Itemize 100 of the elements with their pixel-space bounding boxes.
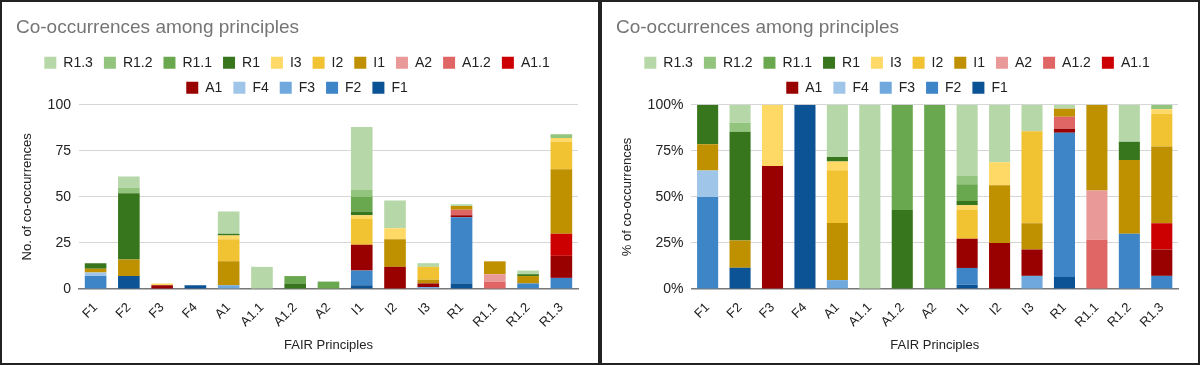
legend-label: R1.2	[722, 53, 753, 70]
legend-label: I2	[931, 53, 944, 70]
bar	[1086, 239, 1108, 289]
x-tick-label: A1	[820, 299, 843, 322]
bar	[384, 239, 406, 267]
bar	[1118, 233, 1140, 289]
legend-label: I3	[889, 53, 902, 70]
bar	[484, 261, 506, 275]
legend-label: R1.3	[663, 53, 694, 70]
legend-label: I1	[373, 53, 386, 70]
bar	[251, 266, 273, 289]
bar	[118, 176, 140, 188]
bar	[859, 104, 881, 289]
bar	[350, 270, 373, 286]
bar	[1053, 128, 1075, 133]
x-tick-label: F3	[755, 299, 778, 321]
bar	[417, 263, 440, 267]
chart-title: Co-occurrences among principles	[16, 15, 300, 37]
y-tick-label: 25%	[655, 233, 684, 250]
bar	[989, 185, 1011, 243]
legend-label: A1.1	[1120, 53, 1150, 70]
bar	[1151, 275, 1173, 289]
bar	[1118, 104, 1140, 142]
bar	[1151, 223, 1173, 250]
bar	[550, 277, 573, 289]
bar	[1151, 113, 1173, 147]
bar	[84, 276, 107, 289]
bar	[891, 104, 913, 210]
legend-label: A1.1	[520, 53, 550, 70]
bar	[697, 196, 719, 289]
x-tick-label: A2	[917, 299, 940, 322]
bar	[417, 266, 440, 280]
bar	[729, 240, 751, 268]
bar	[826, 104, 848, 158]
bar	[450, 217, 473, 284]
bar	[217, 285, 240, 289]
bar	[550, 134, 573, 138]
legend-label: R1.3	[63, 53, 94, 70]
legend-label: A1	[205, 78, 223, 95]
legend-label: R1	[842, 53, 861, 70]
bar	[118, 259, 140, 277]
bar	[826, 157, 848, 162]
x-tick-label: A1	[211, 299, 234, 322]
legend-label: F3	[298, 78, 316, 95]
bar	[697, 144, 719, 171]
y-tick-label: 100%	[647, 95, 684, 112]
legend-label: R1.1	[182, 53, 213, 70]
bar	[384, 200, 406, 229]
bar	[1151, 249, 1173, 276]
bar	[729, 122, 751, 132]
legend-label: R1.2	[122, 53, 153, 70]
bar	[284, 276, 307, 284]
y-tick-label: 0	[63, 279, 72, 296]
x-tick-label: F2	[723, 299, 745, 321]
bar	[550, 255, 573, 278]
x-tick-label: I2	[985, 299, 1005, 318]
bar	[350, 126, 373, 190]
bar	[956, 238, 978, 268]
legend-label: F3	[898, 78, 916, 95]
bar	[84, 272, 107, 277]
y-axis-title: % of co-occurrences	[619, 137, 635, 257]
bar	[1053, 132, 1075, 277]
bar	[417, 283, 440, 288]
bar	[350, 285, 373, 289]
x-axis-title: FAIR Principles	[284, 336, 374, 352]
bar	[350, 196, 373, 212]
bar	[550, 233, 573, 256]
bar	[761, 166, 784, 289]
bar	[350, 244, 373, 271]
bar	[924, 104, 946, 289]
bar	[517, 283, 539, 289]
x-tick-label: F3	[145, 299, 167, 321]
x-tick-label: I3	[1018, 299, 1037, 318]
bar	[956, 104, 978, 176]
y-tick-label: 50	[55, 187, 72, 204]
bar	[384, 266, 406, 289]
legend-label: F2	[945, 78, 962, 95]
bar	[989, 104, 1011, 163]
bar	[956, 209, 978, 239]
bar	[217, 261, 240, 286]
bar	[761, 104, 784, 167]
bar	[1053, 276, 1075, 289]
bar	[1021, 131, 1043, 224]
bar	[1021, 223, 1043, 250]
legend-label: A2	[1014, 53, 1033, 70]
bar	[989, 162, 1011, 186]
y-axis-title: No. of co-occurrences	[19, 132, 35, 261]
legend-label: R1	[242, 53, 261, 70]
legend-label: A1.2	[1062, 53, 1092, 70]
bar	[826, 161, 848, 171]
bar	[1151, 146, 1173, 224]
bar	[1053, 116, 1075, 129]
bar	[1086, 190, 1108, 240]
bar	[1151, 109, 1173, 114]
bar	[1021, 249, 1043, 276]
legend-label: A1	[805, 78, 823, 95]
legend-label: A1.2	[462, 53, 492, 70]
bar	[956, 175, 978, 185]
bar	[729, 104, 751, 123]
legend-label: F1	[391, 78, 408, 95]
